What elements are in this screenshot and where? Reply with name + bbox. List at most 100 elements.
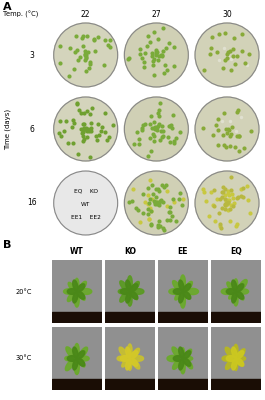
Ellipse shape [73, 359, 78, 370]
Ellipse shape [130, 358, 138, 366]
Ellipse shape [67, 289, 76, 294]
Ellipse shape [185, 281, 192, 291]
Ellipse shape [74, 360, 79, 374]
Ellipse shape [77, 291, 85, 299]
Ellipse shape [73, 280, 78, 291]
Ellipse shape [77, 358, 85, 366]
Bar [211, 312, 261, 323]
Ellipse shape [173, 356, 182, 361]
Circle shape [124, 171, 188, 235]
Text: KO: KO [124, 247, 136, 256]
Ellipse shape [234, 293, 238, 306]
Ellipse shape [64, 289, 73, 294]
Ellipse shape [77, 284, 85, 292]
Circle shape [54, 97, 118, 161]
Ellipse shape [232, 347, 237, 358]
Circle shape [195, 97, 259, 161]
Ellipse shape [232, 292, 237, 303]
Ellipse shape [120, 289, 129, 294]
Ellipse shape [173, 280, 181, 291]
Text: 30°C: 30°C [16, 356, 32, 362]
Ellipse shape [236, 291, 244, 299]
Ellipse shape [234, 344, 238, 357]
Ellipse shape [126, 359, 131, 370]
Ellipse shape [167, 355, 179, 362]
Ellipse shape [232, 280, 237, 291]
Text: EQ    KO: EQ KO [74, 188, 98, 193]
Ellipse shape [239, 289, 249, 294]
Ellipse shape [181, 348, 184, 357]
Circle shape [54, 23, 118, 87]
Ellipse shape [79, 292, 85, 300]
Ellipse shape [133, 356, 144, 361]
Ellipse shape [221, 288, 232, 294]
Ellipse shape [79, 347, 88, 358]
Ellipse shape [65, 360, 74, 371]
Ellipse shape [172, 347, 180, 358]
Ellipse shape [65, 356, 74, 361]
Ellipse shape [122, 359, 128, 367]
Text: EE: EE [178, 247, 188, 256]
Ellipse shape [179, 359, 184, 370]
Ellipse shape [175, 292, 181, 300]
Circle shape [124, 97, 188, 161]
Ellipse shape [127, 276, 132, 290]
Circle shape [195, 23, 259, 87]
Text: 30: 30 [222, 10, 232, 19]
Circle shape [54, 171, 118, 235]
Ellipse shape [74, 293, 79, 307]
Ellipse shape [132, 282, 139, 291]
Text: 22: 22 [81, 10, 90, 19]
Bar [211, 379, 261, 390]
Ellipse shape [236, 284, 244, 292]
Ellipse shape [128, 344, 132, 357]
Text: Temp. (°C): Temp. (°C) [3, 11, 38, 18]
Ellipse shape [184, 292, 190, 299]
Ellipse shape [130, 284, 138, 292]
Ellipse shape [238, 280, 247, 290]
Ellipse shape [120, 292, 128, 302]
Ellipse shape [236, 351, 244, 359]
Text: 20°C: 20°C [16, 288, 32, 294]
Text: B: B [3, 240, 11, 250]
Ellipse shape [131, 292, 138, 300]
Ellipse shape [68, 282, 75, 291]
Ellipse shape [67, 356, 76, 361]
Bar [52, 312, 102, 323]
Ellipse shape [238, 349, 245, 358]
Ellipse shape [225, 347, 233, 358]
Ellipse shape [186, 356, 193, 360]
Ellipse shape [75, 278, 79, 290]
Ellipse shape [126, 280, 131, 291]
Ellipse shape [117, 356, 127, 361]
Ellipse shape [179, 347, 184, 358]
Ellipse shape [183, 358, 191, 366]
Ellipse shape [237, 359, 243, 366]
Text: EQ: EQ [230, 247, 242, 256]
Ellipse shape [173, 289, 182, 294]
Ellipse shape [238, 356, 246, 360]
Ellipse shape [74, 344, 79, 357]
Ellipse shape [179, 292, 184, 303]
Ellipse shape [183, 291, 191, 299]
Ellipse shape [79, 359, 85, 367]
Ellipse shape [229, 292, 234, 299]
Ellipse shape [183, 284, 191, 292]
Bar [105, 379, 155, 390]
Ellipse shape [185, 359, 193, 369]
Bar [105, 312, 155, 323]
Ellipse shape [120, 356, 129, 361]
Ellipse shape [180, 275, 185, 290]
Text: WT: WT [70, 247, 84, 256]
Ellipse shape [180, 360, 185, 374]
Ellipse shape [173, 359, 181, 369]
Ellipse shape [183, 351, 191, 359]
Ellipse shape [179, 280, 184, 291]
Ellipse shape [238, 292, 244, 300]
Ellipse shape [120, 281, 128, 291]
Text: A: A [3, 2, 11, 12]
Ellipse shape [130, 351, 138, 359]
Bar [158, 312, 208, 323]
Text: 16: 16 [27, 198, 37, 208]
Ellipse shape [73, 347, 78, 358]
